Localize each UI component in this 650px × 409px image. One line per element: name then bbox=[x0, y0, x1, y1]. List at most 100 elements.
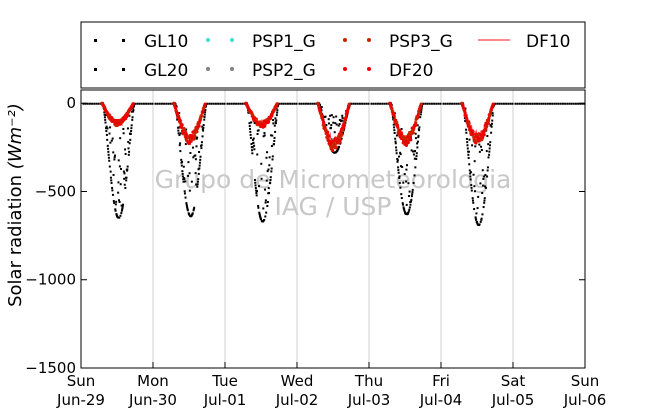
legend-marker bbox=[206, 38, 210, 42]
global-point bbox=[122, 127, 125, 130]
global-point bbox=[399, 165, 402, 168]
global-point bbox=[465, 137, 468, 140]
global-point bbox=[324, 115, 327, 118]
night-point bbox=[376, 102, 379, 105]
global-point bbox=[267, 168, 270, 171]
global-point bbox=[329, 126, 332, 129]
global-point bbox=[464, 120, 467, 123]
diffuse-point bbox=[186, 135, 190, 140]
night-point bbox=[358, 102, 361, 105]
global-point bbox=[125, 176, 128, 179]
global-point bbox=[486, 175, 489, 178]
global-point bbox=[469, 175, 472, 178]
global-point bbox=[470, 189, 473, 192]
data-series bbox=[82, 101, 586, 226]
night-point bbox=[284, 102, 287, 105]
night-point bbox=[356, 102, 359, 105]
global-point bbox=[255, 192, 258, 195]
night-point bbox=[536, 102, 539, 105]
global-point bbox=[251, 152, 254, 155]
diffuse-point bbox=[324, 128, 328, 132]
global-point bbox=[393, 126, 396, 129]
global-point bbox=[124, 186, 127, 189]
global-point bbox=[260, 162, 263, 165]
global-point bbox=[472, 173, 475, 176]
night-point bbox=[295, 102, 298, 105]
global-point bbox=[113, 154, 116, 157]
legend: GL10 GL20 PSP1_G PSP2_G PSP3_G DF20 DF10 bbox=[94, 32, 571, 81]
global-point bbox=[269, 181, 272, 184]
global-point bbox=[253, 144, 256, 147]
global-point bbox=[397, 169, 400, 172]
global-point bbox=[486, 169, 489, 172]
global-point bbox=[255, 190, 258, 193]
global-point bbox=[130, 127, 133, 130]
global-point bbox=[488, 147, 491, 150]
global-point bbox=[406, 164, 409, 167]
global-point bbox=[273, 124, 276, 127]
global-point bbox=[196, 183, 199, 186]
global-point bbox=[196, 180, 199, 183]
global-point bbox=[105, 125, 108, 128]
global-point bbox=[265, 211, 268, 214]
global-point bbox=[405, 203, 408, 206]
night-point bbox=[444, 102, 447, 105]
global-point bbox=[182, 178, 185, 181]
y-tick-label: −500 bbox=[35, 182, 76, 200]
global-point bbox=[194, 172, 197, 175]
global-point bbox=[335, 123, 338, 126]
global-point bbox=[467, 153, 470, 156]
x-tick-label-day: Thu bbox=[354, 372, 383, 390]
night-point bbox=[291, 102, 294, 105]
diffuse-point bbox=[344, 115, 348, 120]
y-axis-label-text: Solar radiation bbox=[5, 175, 26, 307]
global-point bbox=[416, 146, 419, 149]
global-point bbox=[325, 124, 328, 127]
night-point bbox=[435, 102, 438, 105]
diffuse-point bbox=[342, 122, 346, 126]
global-point bbox=[119, 183, 122, 186]
global-point bbox=[401, 203, 404, 206]
global-point bbox=[113, 156, 116, 159]
global-point bbox=[186, 206, 189, 209]
x-gridlines bbox=[152, 90, 514, 368]
global-point bbox=[107, 153, 110, 156]
global-point bbox=[103, 113, 106, 116]
global-point bbox=[342, 131, 345, 134]
global-point bbox=[332, 116, 335, 119]
global-point bbox=[128, 150, 131, 153]
global-point bbox=[200, 141, 203, 144]
x-axis-ticks: SunJun-29MonJun-30TueJul-01WedJul-02ThuJ… bbox=[56, 362, 606, 409]
global-point bbox=[264, 201, 267, 204]
global-point bbox=[263, 218, 266, 221]
global-point bbox=[125, 179, 128, 182]
global-point bbox=[126, 169, 129, 172]
night-point bbox=[549, 102, 551, 105]
global-point bbox=[393, 132, 396, 135]
global-point bbox=[268, 164, 271, 167]
night-point bbox=[93, 102, 96, 105]
global-point bbox=[182, 180, 185, 183]
night-point bbox=[533, 102, 536, 105]
global-point bbox=[399, 153, 402, 156]
night-point bbox=[354, 102, 357, 105]
global-point bbox=[394, 142, 397, 145]
global-point bbox=[480, 217, 483, 220]
global-point bbox=[473, 190, 476, 193]
global-point bbox=[178, 112, 181, 115]
global-point bbox=[405, 168, 408, 171]
legend-marker bbox=[343, 38, 347, 42]
global-point bbox=[491, 114, 494, 117]
night-point bbox=[302, 102, 305, 105]
global-point bbox=[129, 138, 132, 141]
y-axis-ticks: 0 −500 −1000 −1500 bbox=[25, 94, 585, 377]
global-point bbox=[403, 208, 406, 211]
global-point bbox=[177, 132, 180, 135]
global-point bbox=[260, 177, 263, 180]
night-point bbox=[169, 102, 172, 105]
diffuse-point bbox=[487, 116, 491, 121]
global-point bbox=[469, 178, 472, 181]
global-point bbox=[480, 149, 483, 152]
global-point bbox=[120, 167, 123, 170]
global-point bbox=[258, 211, 261, 214]
